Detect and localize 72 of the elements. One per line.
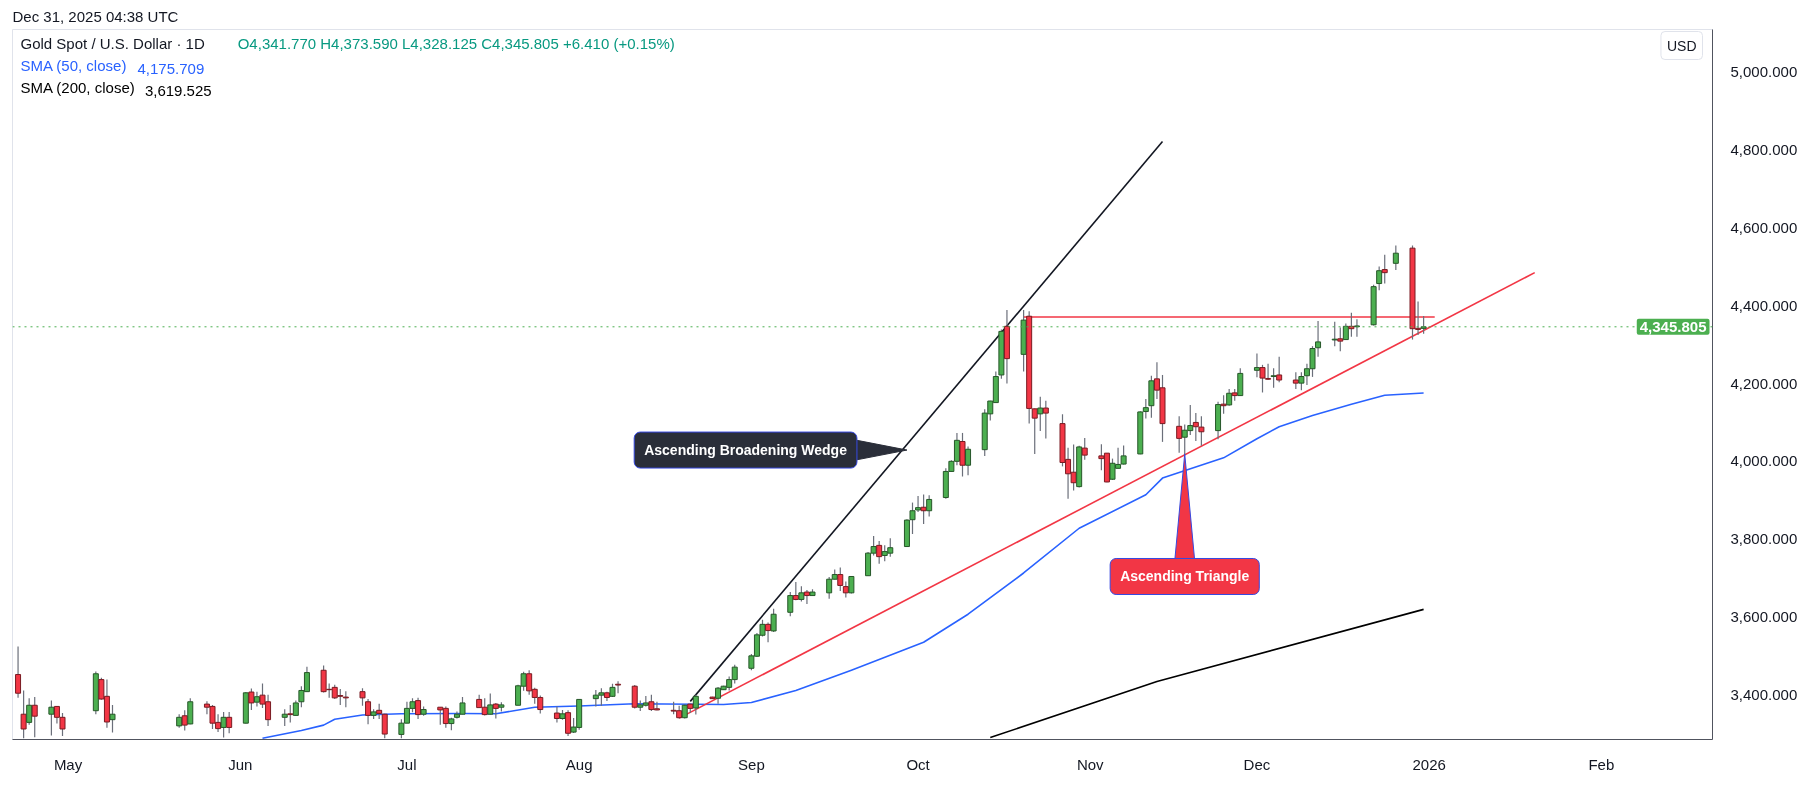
- candlestick: [1381, 254, 1388, 285]
- candlestick: [692, 694, 699, 716]
- x-tick-label: Nov: [1076, 755, 1105, 773]
- y-tick-label: 4,400.000: [1730, 296, 1798, 314]
- candlestick: [20, 689, 27, 739]
- candlestick: [553, 705, 560, 723]
- candlestick: [365, 698, 372, 725]
- x-tick-label: May: [53, 755, 83, 773]
- x-tick-label: Oct: [906, 755, 931, 773]
- candlestick: [220, 711, 227, 739]
- candlestick: [1176, 415, 1183, 454]
- y-tick-label: 4,600.000: [1730, 218, 1798, 236]
- x-tick-label: Sep: [738, 755, 765, 773]
- candlestick: [248, 687, 255, 711]
- x-tick-label: Feb: [1588, 755, 1615, 773]
- candlestick: [1081, 437, 1088, 461]
- candlestick: [1276, 356, 1283, 383]
- candlestick: [565, 709, 572, 737]
- candlestick: [187, 697, 194, 725]
- y-tick-label: 3,800.000: [1730, 530, 1798, 548]
- y-tick-label: 4,000.000: [1730, 452, 1798, 470]
- candlestick: [1220, 394, 1227, 415]
- candlestick: [381, 713, 388, 739]
- candlestick: [803, 589, 810, 605]
- y-tick-label: 5,000.000: [1730, 63, 1798, 81]
- chart-title: Gold Spot / U.S. Dollar · 1D: [20, 34, 205, 52]
- candlestick: [48, 700, 55, 737]
- candlestick: [1237, 367, 1244, 397]
- annotation: 3,619.525: [144, 81, 212, 99]
- candlestick: [787, 591, 794, 617]
- chart-subtitle: O4,341.770 H4,373.590 L4,328.125 C4,345.805 +6.410 (+0.15%): [237, 34, 675, 52]
- y-tick-label: 4,200.000: [1730, 374, 1798, 392]
- candlestick: [15, 645, 22, 699]
- candlestick: [926, 494, 933, 518]
- text: Dec 31, 2025 04:38 UTC: [12, 7, 179, 25]
- candlestick: [226, 711, 233, 734]
- candlestick: [837, 566, 844, 592]
- candlestick: [1042, 400, 1049, 439]
- candlestick: [1037, 396, 1044, 432]
- candlestick: [1392, 244, 1399, 271]
- y-tick-label: 3,400.000: [1730, 685, 1798, 703]
- ref-line-label: 4,345.805: [1639, 317, 1707, 335]
- annotation: Ascending Broadening Wedge: [644, 442, 848, 459]
- candlestick: [415, 697, 422, 720]
- x-tick-label: Jul: [397, 755, 417, 773]
- y-tick-label: 3,600.000: [1730, 607, 1798, 625]
- text: SMA (50, close): [20, 56, 127, 74]
- x-tick-label: Dec: [1243, 755, 1271, 773]
- annotation: Ascending Triangle: [1120, 568, 1250, 585]
- line-series: [261, 392, 1425, 740]
- candlestick: [959, 432, 966, 478]
- x-tick-label: 2026: [1412, 755, 1446, 773]
- annotation: 4,175.709: [137, 59, 205, 77]
- candlestick: [109, 704, 116, 734]
- candlestick: [826, 576, 833, 600]
- y-tick-label: 4,800.000: [1730, 141, 1798, 159]
- candlestick: [965, 445, 972, 476]
- candlestick: [31, 696, 38, 738]
- candlestick: [26, 697, 33, 726]
- candlestick: [615, 680, 622, 694]
- candlestick: [920, 493, 927, 525]
- text: SMA (200, close): [20, 78, 135, 96]
- candlestick: [181, 709, 188, 732]
- candlestick: [1337, 326, 1344, 352]
- x-tick-label: Jun: [228, 755, 253, 773]
- y-axis-title: USD: [1666, 37, 1697, 54]
- x-tick-label: Aug: [565, 755, 593, 773]
- candlestick: [1253, 352, 1260, 378]
- candlestick: [1376, 265, 1383, 291]
- candlestick: [1270, 367, 1277, 389]
- candlestick: [876, 540, 883, 565]
- candlestick: [487, 692, 494, 716]
